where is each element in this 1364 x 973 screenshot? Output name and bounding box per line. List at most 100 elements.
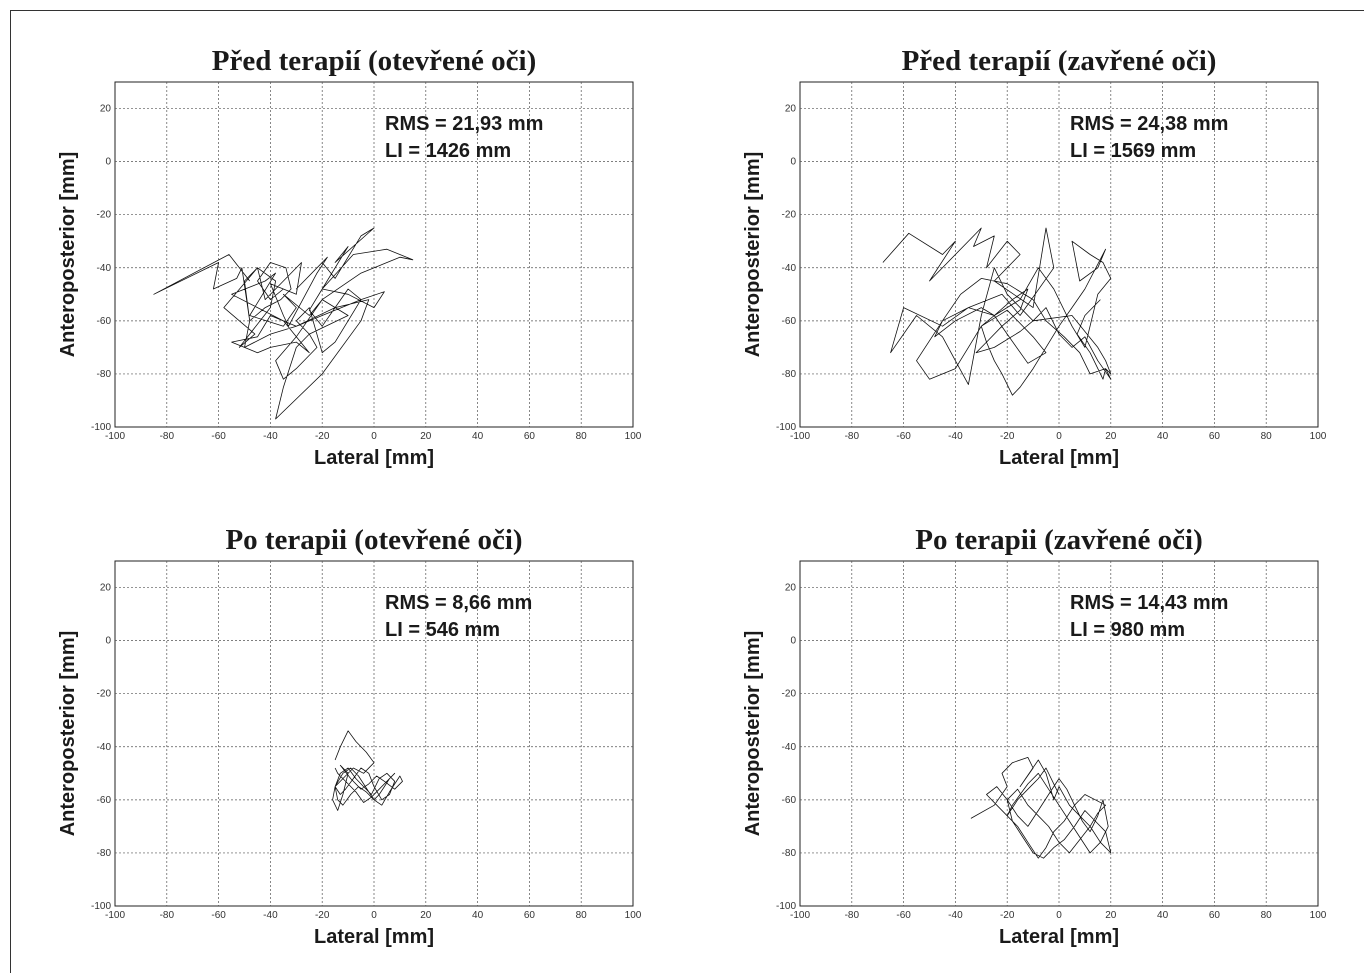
- y-tick-label: -80: [782, 848, 797, 859]
- li-annotation: LI = 1569 mm: [1070, 140, 1196, 162]
- y-tick-label: -100: [776, 422, 796, 433]
- y-tick-label: 20: [100, 583, 112, 594]
- li-annotation: LI = 546 mm: [385, 619, 500, 641]
- y-tick-label: -80: [782, 369, 797, 380]
- y-tick-label: -20: [782, 689, 797, 700]
- x-tick-label: 100: [1310, 910, 1327, 921]
- chart-title: Před terapií (zavřené oči): [902, 45, 1217, 77]
- x-tick-label: 0: [371, 431, 377, 442]
- y-tick-label: -20: [782, 210, 797, 221]
- x-tick-label: 80: [1261, 431, 1273, 442]
- x-tick-label: 40: [1157, 431, 1169, 442]
- y-tick-label: 0: [790, 636, 796, 647]
- x-tick-label: 100: [1310, 431, 1327, 442]
- chart-panel-2: -100 -80 -60 -40 -20 0 20 40 60 80 100 20 0 -20 -40 -60…: [742, 45, 1327, 469]
- y-tick-label: 0: [105, 157, 111, 168]
- x-tick-label: 20: [1105, 431, 1117, 442]
- x-tick-label: -60: [896, 431, 911, 442]
- chart-title: Po terapii (zavřené oči): [915, 524, 1202, 556]
- sway-trace: [882, 227, 1112, 396]
- chart-title: Po terapii (otevřené oči): [225, 524, 522, 556]
- x-tick-label: -80: [845, 431, 860, 442]
- x-tick-label: -40: [263, 431, 278, 442]
- x-tick-label: -20: [315, 431, 330, 442]
- y-tick-label: 20: [100, 104, 112, 115]
- x-axis-label: Lateral [mm]: [314, 926, 434, 948]
- y-tick-label: -40: [97, 742, 112, 753]
- sway-trace: [332, 730, 403, 811]
- sway-trace: [153, 227, 414, 420]
- chart-panel-3: -100 -80 -60 -40 -20 0 20 40 60 80 100 20 0 -20 -40 -60…: [57, 524, 642, 948]
- x-tick-label: -40: [948, 910, 963, 921]
- rms-annotation: RMS = 21,93 mm: [385, 113, 543, 135]
- x-tick-label: 20: [420, 910, 432, 921]
- y-tick-label: -40: [782, 263, 797, 274]
- x-tick-label: 40: [472, 910, 484, 921]
- x-tick-label: -40: [263, 910, 278, 921]
- y-axis-label: Anteroposterior [mm]: [742, 631, 764, 837]
- x-tick-label: 40: [472, 431, 484, 442]
- y-tick-label: 20: [785, 583, 797, 594]
- sway-trace: [970, 757, 1112, 859]
- y-tick-label: -20: [97, 689, 112, 700]
- rms-annotation: RMS = 14,43 mm: [1070, 592, 1228, 614]
- li-annotation: LI = 980 mm: [1070, 619, 1185, 641]
- li-annotation: LI = 1426 mm: [385, 140, 511, 162]
- rms-annotation: RMS = 24,38 mm: [1070, 113, 1228, 135]
- chart-panel-1: -100 -80 -60 -40 -20 0 20 40 60 80 100 20 0 -20 -40 -60…: [57, 45, 642, 469]
- x-tick-label: 100: [625, 910, 642, 921]
- x-axis-label: Lateral [mm]: [314, 447, 434, 469]
- x-tick-label: 0: [1056, 431, 1062, 442]
- x-tick-label: -80: [160, 431, 175, 442]
- x-tick-label: 60: [524, 910, 536, 921]
- y-tick-label: -40: [97, 263, 112, 274]
- y-axis-label: Anteroposterior [mm]: [742, 152, 764, 358]
- x-tick-label: 80: [1261, 910, 1273, 921]
- x-tick-label: 0: [1056, 910, 1062, 921]
- x-axis-label: Lateral [mm]: [999, 447, 1119, 469]
- x-tick-label: -100: [105, 910, 125, 921]
- x-tick-label: -100: [790, 910, 810, 921]
- x-tick-label: -100: [105, 431, 125, 442]
- x-tick-label: -60: [896, 910, 911, 921]
- x-tick-label: 0: [371, 910, 377, 921]
- x-tick-label: 80: [576, 910, 588, 921]
- x-tick-label: 60: [1209, 431, 1221, 442]
- x-tick-label: -80: [845, 910, 860, 921]
- x-tick-label: 100: [625, 431, 642, 442]
- figure-frame: [10, 10, 1364, 973]
- x-tick-label: 60: [1209, 910, 1221, 921]
- x-tick-label: -20: [1000, 910, 1015, 921]
- x-tick-label: 20: [1105, 910, 1117, 921]
- x-tick-label: 40: [1157, 910, 1169, 921]
- y-tick-label: -80: [97, 369, 112, 380]
- y-tick-label: 0: [105, 636, 111, 647]
- y-tick-label: -60: [782, 316, 797, 327]
- y-tick-label: -60: [97, 316, 112, 327]
- x-tick-label: -20: [315, 910, 330, 921]
- y-tick-label: -100: [776, 901, 796, 912]
- chart-title: Před terapií (otevřené oči): [212, 45, 537, 77]
- x-tick-label: 60: [524, 431, 536, 442]
- y-tick-label: -60: [782, 795, 797, 806]
- y-tick-label: -40: [782, 742, 797, 753]
- y-tick-label: 20: [785, 104, 797, 115]
- chart-panel-4: -100 -80 -60 -40 -20 0 20 40 60 80 100 20 0 -20 -40 -60…: [742, 524, 1327, 948]
- y-tick-label: 0: [790, 157, 796, 168]
- y-axis-label: Anteroposterior [mm]: [57, 152, 79, 358]
- x-tick-label: -20: [1000, 431, 1015, 442]
- rms-annotation: RMS = 8,66 mm: [385, 592, 532, 614]
- y-tick-label: -20: [97, 210, 112, 221]
- x-tick-label: -100: [790, 431, 810, 442]
- x-tick-label: 20: [420, 431, 432, 442]
- x-axis-label: Lateral [mm]: [999, 926, 1119, 948]
- y-tick-label: -100: [91, 422, 111, 433]
- y-tick-label: -100: [91, 901, 111, 912]
- x-tick-label: -80: [160, 910, 175, 921]
- x-tick-label: -60: [211, 431, 226, 442]
- x-tick-label: 80: [576, 431, 588, 442]
- y-axis-label: Anteroposterior [mm]: [57, 631, 79, 837]
- y-tick-label: -60: [97, 795, 112, 806]
- x-tick-label: -60: [211, 910, 226, 921]
